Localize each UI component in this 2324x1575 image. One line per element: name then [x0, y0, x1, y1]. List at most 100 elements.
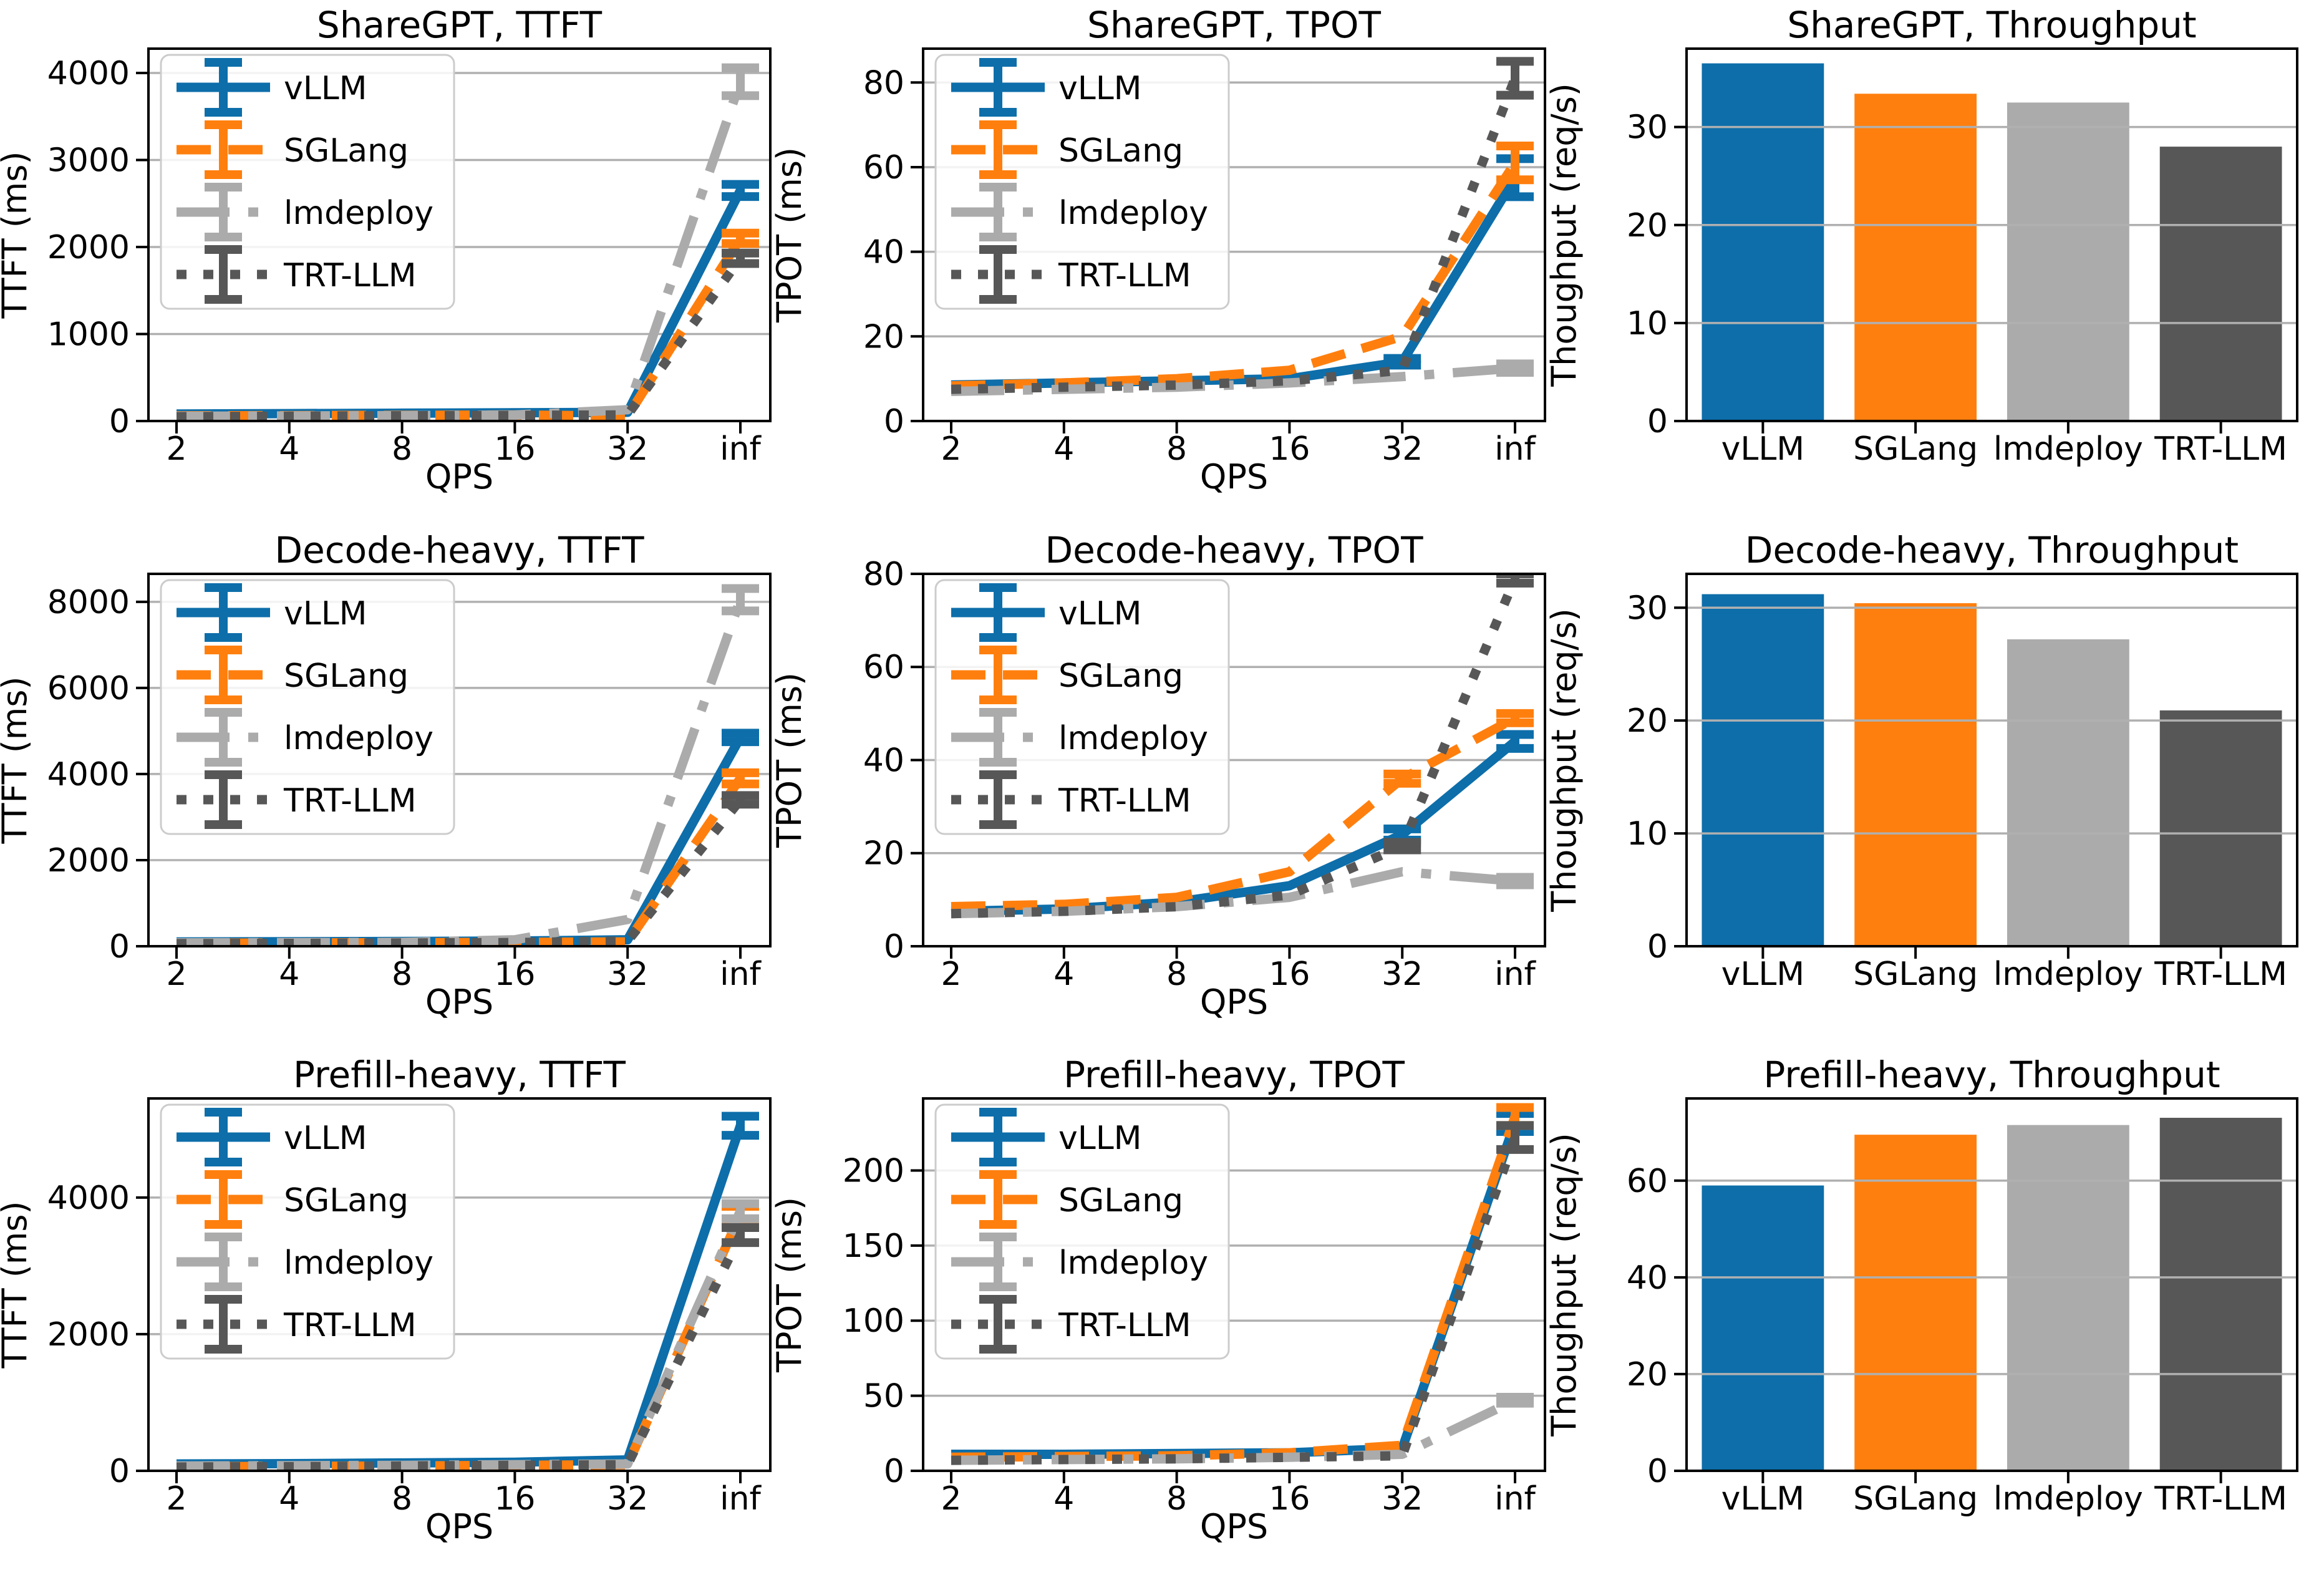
x-axis-label: QPS	[1200, 457, 1268, 497]
x-tick-label: inf	[720, 1480, 762, 1518]
x-tick-label: 8	[392, 956, 412, 993]
y-tick-label: 6000	[47, 670, 130, 707]
x-tick-label: TRT-LLM	[2154, 956, 2287, 993]
legend-entry-lmdeploy: lmdeploy	[951, 182, 1208, 241]
y-tick-label: 0	[109, 403, 130, 440]
y-tick-label: 4000	[47, 55, 130, 92]
legend-entry-vLLM: vLLM	[177, 57, 367, 117]
y-tick-label: 0	[884, 1453, 904, 1490]
x-tick-label: 4	[1053, 956, 1074, 993]
error-bar-SGLang	[722, 768, 759, 788]
x-tick-label: 2	[941, 956, 961, 993]
error-bar-lmdeploy	[1496, 873, 1534, 889]
error-bar-lmdeploy	[722, 584, 759, 616]
chart-title: Decode-heavy, Throughput	[1745, 529, 2239, 571]
x-tick-label: SGLang	[1853, 430, 1978, 468]
legend-label: lmdeploy	[1058, 720, 1208, 757]
x-axis-label: QPS	[425, 1507, 493, 1546]
legend-entry-TRT-LLM: TRT-LLM	[177, 245, 417, 304]
chart-decode-heavy-tpot: Decode-heavy, TPOT TPOT (ms) 0 20 40 60 80 2 4 8 1…	[775, 529, 1546, 1022]
bar-SGLang	[1854, 1135, 1977, 1471]
x-tick-label: vLLM	[1721, 1480, 1805, 1518]
y-tick-label: 2000	[47, 229, 130, 266]
error-bar-vLLM	[1496, 730, 1534, 753]
error-bar-TRT-LLM	[722, 1223, 759, 1248]
y-tick-label: 0	[109, 1453, 130, 1490]
x-tick-label: 32	[607, 1480, 648, 1518]
x-tick-label: 16	[494, 956, 535, 993]
x-tick-label: 32	[607, 956, 648, 993]
legend-entry-SGLang: SGLang	[177, 120, 409, 179]
y-tick-label: 4000	[47, 756, 130, 793]
x-axis-label: QPS	[425, 457, 493, 497]
legend-entry-SGLang: SGLang	[951, 1170, 1183, 1229]
legend-label: vLLM	[284, 595, 367, 632]
legend: vLLM SGLang lmdeploy TRT-LLM	[160, 579, 455, 835]
x-tick-label: 2	[166, 430, 186, 468]
x-axis-label: QPS	[1200, 982, 1268, 1022]
chart-title: Decode-heavy, TPOT	[1045, 529, 1423, 571]
y-tick-label: 0	[884, 403, 904, 440]
x-tick-label: inf	[720, 956, 762, 993]
x-tick-label: 4	[279, 1480, 299, 1518]
subplot-prefill-heavy-tpot: Prefill-heavy, TPOT TPOT (ms) 0 50 100 150 200…	[775, 1050, 1549, 1575]
x-tick-label: vLLM	[1721, 430, 1805, 468]
error-bar-lmdeploy	[1496, 1393, 1534, 1408]
y-axis-label: TTFT (ms)	[0, 151, 34, 319]
x-tick-label: inf	[720, 430, 762, 468]
legend-label: vLLM	[1058, 595, 1142, 632]
legend-entry-vLLM: vLLM	[951, 583, 1142, 642]
legend: vLLM SGLang lmdeploy TRT-LLM	[934, 1103, 1230, 1360]
x-tick-label: 32	[1382, 1480, 1423, 1518]
y-tick-label: 100	[843, 1303, 904, 1340]
data-layer	[1702, 594, 2282, 946]
subplot-sharegpt-throughput: ShareGPT, Throughput Thoughput (req/s) 0 10…	[1549, 0, 2324, 525]
series-line-lmdeploy	[176, 80, 745, 421]
data-layer	[951, 1103, 1534, 1465]
y-tick-label: 60	[1627, 1163, 1668, 1200]
x-tick-label: 8	[392, 430, 412, 468]
y-tick-label: 0	[109, 928, 130, 966]
legend-label: lmdeploy	[284, 720, 433, 757]
bar-TRT-LLM	[2159, 1118, 2282, 1471]
y-tick-label: 2000	[47, 842, 130, 880]
legend-label: TRT-LLM	[1058, 257, 1191, 294]
y-tick-label: 20	[863, 318, 904, 356]
chart-decode-heavy-throughput: Decode-heavy, Throughput Thoughput (req/s…	[1549, 529, 2298, 993]
error-bar-SGLang	[1496, 709, 1534, 727]
legend-entry-TRT-LLM: TRT-LLM	[951, 770, 1191, 829]
y-tick-label: 20	[863, 835, 904, 872]
y-tick-label: 80	[863, 64, 904, 102]
error-bar-vLLM	[722, 729, 759, 746]
series-line-lmdeploy	[951, 1396, 1518, 1465]
legend-entry-TRT-LLM: TRT-LLM	[177, 770, 417, 829]
legend-entry-TRT-LLM: TRT-LLM	[951, 245, 1191, 304]
subplot-decode-heavy-throughput: Decode-heavy, Throughput Thoughput (req/s…	[1549, 525, 2324, 1050]
plot-spines	[1685, 572, 2298, 947]
legend-entry-lmdeploy: lmdeploy	[951, 1233, 1208, 1292]
series-line-SGLang	[951, 714, 1518, 911]
legend-entry-vLLM: vLLM	[951, 57, 1142, 117]
plot-spines	[1685, 1097, 2298, 1473]
plot-spines	[147, 572, 772, 947]
legend-entry-SGLang: SGLang	[951, 645, 1183, 704]
y-tick-label: 50	[863, 1378, 904, 1415]
y-tick-label: 4000	[47, 1180, 130, 1217]
legend-label: vLLM	[1058, 70, 1142, 107]
legend: vLLM SGLang lmdeploy TRT-LLM	[160, 1103, 455, 1360]
data-layer	[951, 573, 1534, 918]
bar-lmdeploy	[2007, 639, 2129, 946]
x-tick-label: inf	[1494, 430, 1536, 468]
legend-label: TRT-LLM	[1058, 782, 1191, 820]
plot-spines	[922, 1097, 1546, 1473]
subplot-decode-heavy-tpot: Decode-heavy, TPOT TPOT (ms) 0 20 40 60 80 2 4 8 1…	[775, 525, 1549, 1050]
bar-SGLang	[1854, 94, 1977, 421]
subplot-prefill-heavy-ttft: Prefill-heavy, TTFT TTFT (ms) 0 2000 4000 2 4 8…	[0, 1050, 775, 1575]
legend-label: lmdeploy	[1058, 195, 1208, 232]
plot-spines	[922, 572, 1546, 947]
y-tick-label: 20	[1627, 207, 1668, 245]
legend-entry-vLLM: vLLM	[951, 1108, 1142, 1167]
x-tick-label: 4	[279, 956, 299, 993]
chart-decode-heavy-ttft: Decode-heavy, TTFT TTFT (ms) 0 2000 4000 6000…	[0, 529, 772, 1022]
chart-prefill-heavy-ttft: Prefill-heavy, TTFT TTFT (ms) 0 2000 4000 2 4 8…	[0, 1054, 772, 1546]
